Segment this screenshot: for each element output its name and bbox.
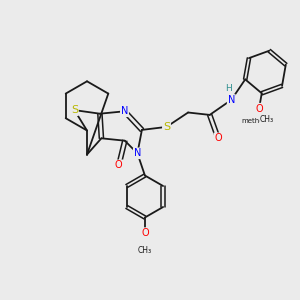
- Text: S: S: [71, 105, 78, 115]
- Text: N: N: [121, 106, 128, 116]
- Text: N: N: [134, 148, 141, 158]
- Text: N: N: [228, 95, 235, 105]
- Text: CH₃: CH₃: [138, 246, 152, 255]
- Text: O: O: [255, 103, 263, 114]
- Text: CH₃: CH₃: [260, 115, 274, 124]
- Text: O: O: [214, 133, 222, 143]
- Text: H: H: [226, 84, 232, 93]
- Text: S: S: [163, 122, 170, 132]
- Text: methoxy: methoxy: [242, 118, 272, 124]
- Text: O: O: [141, 228, 149, 238]
- Text: O: O: [115, 160, 123, 170]
